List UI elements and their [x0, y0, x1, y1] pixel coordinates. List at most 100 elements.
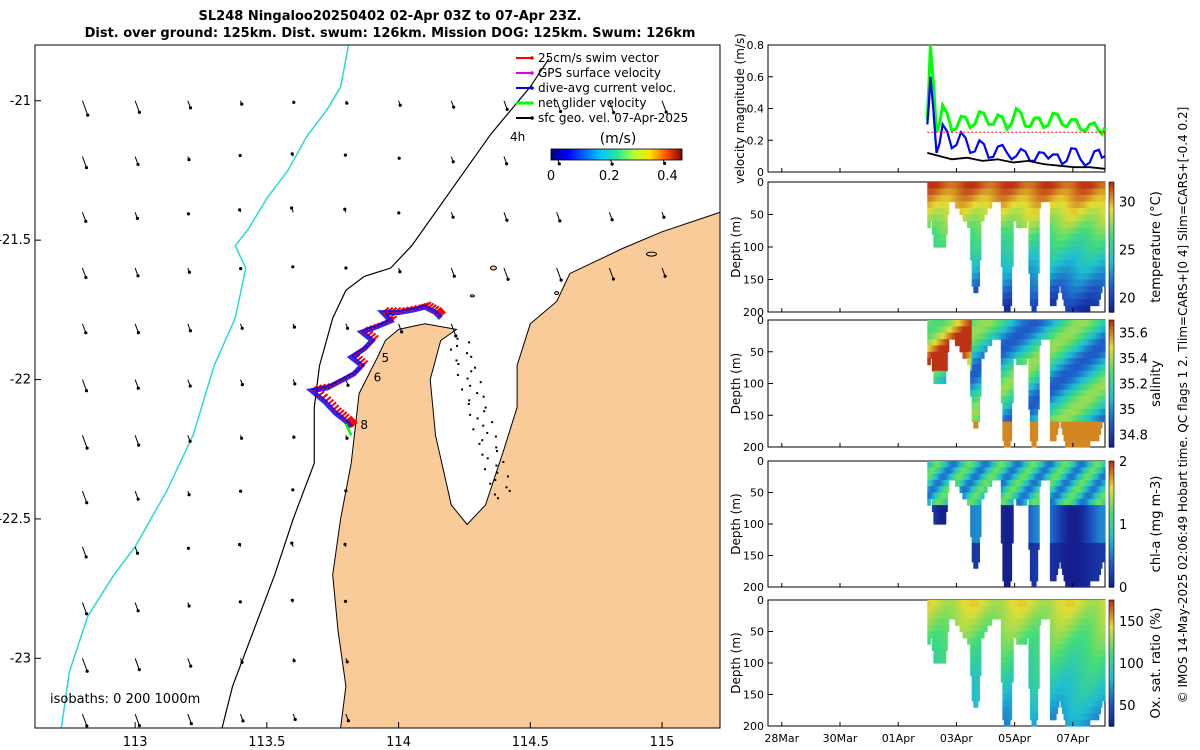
- heatmap-cell: [1100, 517, 1103, 525]
- heatmap-cell: [1068, 358, 1071, 366]
- heatmap-cell: [1088, 479, 1091, 487]
- heatmap-cell: [971, 279, 974, 287]
- heatmap-cell: [930, 182, 933, 190]
- heatmap-cell: [1072, 364, 1075, 372]
- heatmap-cell: [1103, 415, 1106, 423]
- heatmap-cell: [1082, 286, 1085, 294]
- heatmap-cell: [1031, 286, 1034, 294]
- heatmap-cell: [1074, 326, 1077, 334]
- heatmap-cell: [956, 182, 959, 190]
- heatmap-cell: [1095, 201, 1098, 209]
- heatmap-cell: [1060, 492, 1063, 500]
- heatmap-cell: [1011, 351, 1014, 359]
- heatmap-cell: [1023, 326, 1026, 334]
- geo-velocity-arrowhead: [559, 109, 563, 114]
- heatmap-cell: [971, 415, 974, 423]
- map-colorbar-cell: [588, 149, 590, 160]
- heatmap-cell: [1008, 536, 1011, 544]
- heatmap-cell: [1098, 408, 1101, 416]
- heatmap-cell: [1091, 292, 1094, 300]
- heatmap-cell: [941, 345, 944, 353]
- map-colorbar-cell: [640, 149, 642, 160]
- heatmap-cell: [1062, 396, 1065, 404]
- heatmap-cell: [1008, 542, 1011, 550]
- heatmap-cell: [1033, 188, 1036, 196]
- heatmap-cell: [987, 320, 990, 327]
- heatmap-cell: [1069, 486, 1072, 494]
- heatmap-cell: [1054, 201, 1057, 209]
- heatmap-cell: [1092, 467, 1095, 475]
- heatmap-cell: [1094, 221, 1097, 229]
- heatmap-cell: [1054, 339, 1057, 347]
- heatmap-cell: [933, 600, 936, 607]
- heatmap-cell: [971, 517, 974, 525]
- heatmap-cell: [964, 188, 967, 196]
- heatmap-cell: [1016, 339, 1019, 347]
- heatmap-cell: [930, 188, 933, 196]
- heatmap-cell: [1034, 339, 1037, 347]
- heatmap-cell: [1034, 299, 1037, 307]
- heatmap-cell: [1098, 383, 1101, 391]
- heatmap-cell: [1092, 568, 1095, 575]
- heatmap-cell: [970, 208, 973, 216]
- heatmap-cell: [1049, 214, 1052, 222]
- heatmap-cell: [1029, 561, 1032, 569]
- heatmap-cell: [1023, 479, 1026, 487]
- heatmap-cell: [1057, 461, 1060, 468]
- heatmap-cell: [1033, 473, 1036, 481]
- heatmap-cell: [1082, 292, 1085, 300]
- heatmap-cell: [1098, 247, 1101, 255]
- heatmap-cell: [1034, 542, 1037, 550]
- heatmap-cell: [961, 208, 964, 216]
- heatmap-cell: [1062, 505, 1065, 512]
- heatmap-cell: [967, 201, 970, 209]
- map-colorbar-frame: [550, 148, 683, 161]
- heatmap-cell: [1011, 320, 1014, 327]
- heatmap-cell: [1003, 377, 1006, 385]
- heatmap-cell: [1101, 549, 1104, 557]
- heatmap-cell: [1091, 549, 1094, 557]
- heatmap-cell: [1089, 389, 1092, 397]
- heatmap-cell: [1094, 402, 1097, 410]
- map-ytick-label: -23: [10, 651, 31, 666]
- heatmap-cell: [1072, 260, 1075, 268]
- heatmap-cell: [1017, 201, 1020, 209]
- heatmap-cell: [1033, 383, 1036, 391]
- heatmap-cell: [1089, 247, 1092, 255]
- heatmap-cell: [1056, 421, 1059, 429]
- heatmap-cell: [1010, 208, 1013, 216]
- heatmap-cell: [1085, 188, 1088, 196]
- heatmap-cell: [1074, 339, 1077, 347]
- heatmap-cell: [939, 234, 942, 242]
- heatmap-cell: [1005, 247, 1008, 255]
- reef-dot: [482, 424, 485, 427]
- heatmap-cell: [1065, 364, 1068, 372]
- heatmap-cell: [1101, 260, 1104, 268]
- heatmap-cell: [1020, 479, 1023, 487]
- geo-velocity-arrowhead: [135, 216, 139, 220]
- heatmap-cell: [1010, 377, 1013, 385]
- heatmap-cell: [1100, 208, 1103, 216]
- heatmap-cell: [1074, 240, 1077, 248]
- heatmap-cell: [1074, 580, 1077, 588]
- heatmap-cell: [1063, 214, 1066, 222]
- heatmap-cell: [1020, 467, 1023, 475]
- heatmap-cell: [970, 492, 973, 500]
- geo-velocity-arrowhead: [240, 326, 244, 330]
- heatmap-cell: [1098, 542, 1101, 550]
- heatmap-cell: [1049, 568, 1052, 575]
- heatmap-cell: [1103, 530, 1106, 538]
- heatmap-cell: [977, 498, 980, 506]
- map-colorbar-cell: [579, 149, 581, 160]
- heatmap-cell: [1071, 517, 1074, 525]
- heatmap-cell: [1080, 542, 1083, 550]
- heatmap-cell: [1008, 358, 1011, 366]
- heatmap-cell: [976, 273, 979, 281]
- heatmap-cell: [973, 208, 976, 216]
- heatmap-cell: [938, 467, 941, 475]
- heatmap-cell: [954, 320, 957, 327]
- heatmap-cell: [1036, 524, 1039, 531]
- heatmap-cell: [984, 339, 987, 347]
- heatmap-cell: [970, 370, 973, 378]
- heatmap-cell: [1028, 201, 1031, 209]
